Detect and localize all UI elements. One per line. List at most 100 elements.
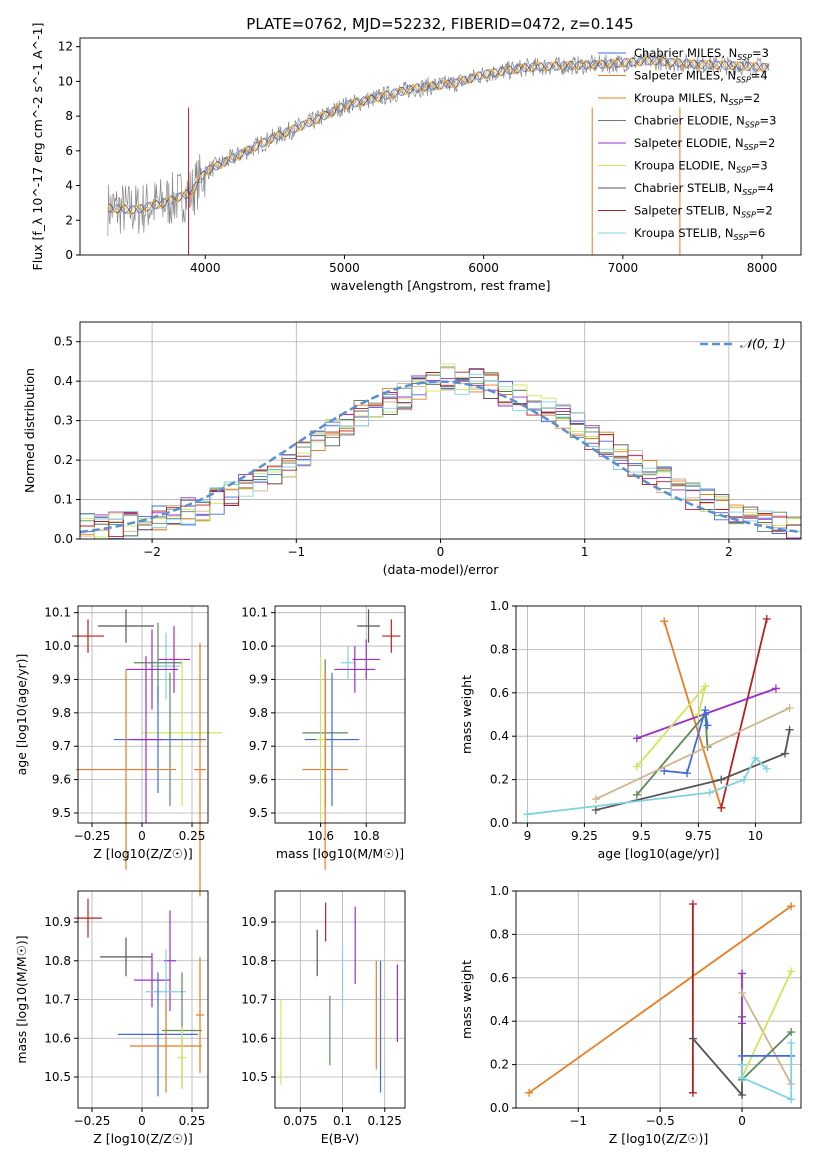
- weight-series-line: [741, 970, 793, 1078]
- weight-point-marker: [762, 615, 771, 624]
- weight-point-marker: [683, 769, 691, 778]
- weight-point-marker: [694, 710, 703, 719]
- y-tick-label: 9.8: [249, 706, 268, 720]
- x-tick-label: 9: [524, 829, 532, 843]
- model-spectrum-line: [107, 56, 770, 215]
- weight-point-marker: [738, 988, 747, 997]
- chart-0: 4000 5000 6000 7000 8000 0 2 4 6 8 10 12 wavelength …: [30, 23, 802, 293]
- y-tick-label: 9.8: [52, 706, 71, 720]
- weight-point-marker: [701, 706, 710, 715]
- x-axis-label: (data-model)/error: [383, 562, 500, 577]
- y-tick-label: 0.0: [490, 816, 509, 830]
- y-tick-label: 1.0: [490, 599, 509, 613]
- weight-series-line: [663, 620, 723, 809]
- weight-point-marker: [660, 766, 669, 775]
- weight-point-marker: [705, 788, 714, 797]
- plot-area: [523, 615, 794, 819]
- weight-point-marker: [785, 703, 794, 712]
- y-tick-label: 0.8: [490, 927, 509, 941]
- x-tick-label: 0.125: [368, 1114, 402, 1128]
- y-tick-label: 2: [65, 213, 73, 227]
- x-tick-label: 8000: [747, 261, 778, 275]
- weight-series-line: [741, 1042, 793, 1101]
- weight-point-marker: [738, 1060, 747, 1069]
- weight-point-marker: [762, 764, 771, 773]
- weight-point-marker: [787, 1038, 796, 1047]
- y-tick-label: 10.5: [44, 1070, 71, 1084]
- axes-frame: [515, 890, 802, 1109]
- y-axis-label: Flux [f_λ 10^-17 erg cm^-2 s^-1 A^-1]: [30, 23, 45, 271]
- legend-label: Kroupa STELIB, NSSP=6: [634, 226, 765, 242]
- y-tick-label: 6: [65, 144, 73, 158]
- y-axis-label: mass [log10(M/M☉)]: [14, 935, 29, 1063]
- y-tick-label: 12: [58, 40, 73, 54]
- plot-area: [74, 898, 204, 1097]
- y-tick-label: 10.0: [241, 639, 268, 653]
- plot-area: [525, 900, 796, 1104]
- weight-point-marker: [787, 1028, 796, 1037]
- legend-label: Chabrier MILES, NSSP=3: [634, 46, 769, 62]
- model-spectrum-line: [107, 56, 770, 214]
- y-tick-label: 10.1: [241, 606, 268, 620]
- y-tick-label: 0.6: [490, 686, 509, 700]
- y-tick-label: 10.7: [241, 993, 268, 1007]
- y-tick-label: 10.5: [241, 1070, 268, 1084]
- legend-label: 𝒩(0, 1): [740, 336, 786, 351]
- y-tick-label: 9.9: [52, 672, 71, 686]
- legend-label: Kroupa ELODIE, NSSP=3: [634, 159, 768, 175]
- x-tick-label: 0: [738, 1114, 746, 1128]
- weight-point-marker: [785, 725, 794, 734]
- x-tick-label: 0: [138, 829, 146, 843]
- x-axis-label: Z [log10(Z/Z☉)]: [93, 846, 193, 861]
- normal-fit-curve: [79, 380, 802, 534]
- x-tick-label: −1: [287, 545, 305, 559]
- axes-frame: [515, 605, 802, 824]
- x-tick-label: 9.5: [632, 829, 651, 843]
- axes-frame: [77, 605, 209, 824]
- weight-point-marker: [632, 790, 641, 799]
- legend-label: Chabrier ELODIE, NSSP=3: [634, 114, 776, 130]
- chart-7: −1 −0.5 0 0.0 0.2 0.4 0.6 0.8 1.0 Z [log10(Z/Z☉)]…: [459, 884, 802, 1146]
- plot-area: [79, 363, 802, 540]
- y-tick-label: 9.9: [249, 672, 268, 686]
- y-tick-label: 10.6: [241, 1031, 268, 1045]
- plot-area: [107, 51, 770, 255]
- weight-point-marker: [688, 1034, 697, 1043]
- weight-point-marker: [660, 617, 669, 626]
- weight-point-marker: [688, 1088, 697, 1097]
- weight-point-marker: [591, 805, 600, 814]
- y-tick-label: 0.4: [490, 729, 509, 743]
- weight-point-marker: [688, 900, 697, 909]
- weight-point-marker: [717, 803, 726, 812]
- y-axis-label: mass weight: [459, 960, 474, 1039]
- x-axis-label: Z [log10(Z/Z☉)]: [93, 1131, 193, 1146]
- y-tick-label: 0.2: [54, 453, 73, 467]
- plot-area: [280, 902, 399, 1093]
- x-tick-label: 10.6: [307, 829, 334, 843]
- weight-point-marker: [632, 734, 641, 743]
- plot-area: [302, 609, 401, 870]
- legend-label: Chabrier STELIB, NSSP=4: [634, 181, 774, 197]
- y-tick-label: 10.9: [241, 915, 268, 929]
- y-tick-label: 10.9: [44, 915, 71, 929]
- model-spectrum-line: [107, 56, 770, 215]
- x-tick-label: 6000: [468, 261, 499, 275]
- chart-root: 4000 5000 6000 7000 8000024681012wavelength …: [14, 23, 802, 1146]
- weight-point-marker: [701, 682, 710, 691]
- x-tick-label: 1: [581, 545, 589, 559]
- y-tick-label: 0.1: [54, 493, 73, 507]
- x-axis-label: wavelength [Angstrom, rest frame]: [330, 278, 550, 293]
- weight-point-marker: [632, 762, 641, 771]
- x-tick-label: 0: [138, 1114, 146, 1128]
- weight-point-marker: [738, 969, 747, 978]
- weight-series-line: [692, 1016, 743, 1098]
- chart-1: −2 −1 0 1 2 0.0 0.1 0.2 0.3 0.4 0.5 (data-model)/er…: [22, 321, 802, 577]
- x-tick-label: −0.5: [646, 1114, 675, 1128]
- axes-frame: [79, 37, 802, 256]
- chart-5: −0.25 0 0.25 10.5 10.6 10.7 10.8 10.9 Z [log10(Z…: [14, 890, 209, 1146]
- weight-series-line: [664, 709, 709, 775]
- y-tick-label: 9.7: [249, 739, 268, 753]
- weight-series-line: [528, 905, 792, 1094]
- x-tick-label: −0.25: [74, 1114, 111, 1128]
